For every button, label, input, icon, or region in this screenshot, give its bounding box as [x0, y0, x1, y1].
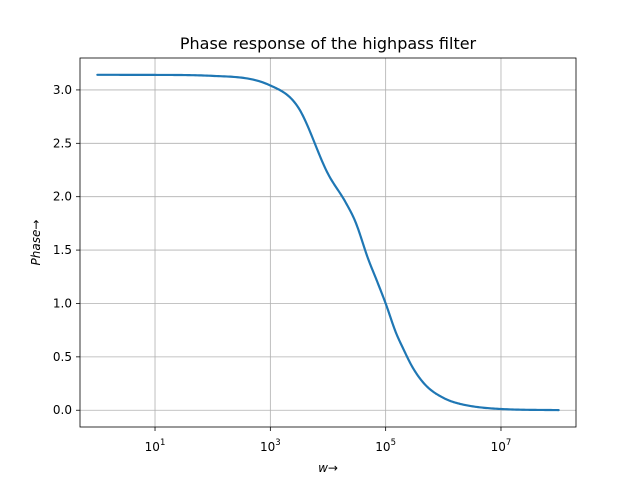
- chart-title: Phase response of the highpass filter: [180, 34, 477, 53]
- x-axis-label: w→: [318, 461, 338, 475]
- x-tick-exponent: 5: [391, 438, 396, 448]
- x-tick-label: 105: [375, 438, 396, 454]
- y-tick-label: 2.5: [53, 136, 72, 150]
- x-tick-exponent: 3: [275, 438, 280, 448]
- series-layer: [96, 73, 560, 412]
- y-tick-label: 0.5: [53, 350, 72, 364]
- y-tick-label: 1.5: [53, 243, 72, 257]
- y-tick-label: 2.0: [53, 190, 72, 204]
- y-tick-labels: 0.0 0.5 1.0 1.5 2.0 2.5 3.0: [53, 83, 72, 417]
- x-tick-label: 103: [260, 438, 281, 454]
- x-tick-base: 10: [260, 440, 275, 454]
- y-axis-label: Phase→: [29, 220, 43, 266]
- y-tick-label: 0.0: [53, 403, 72, 417]
- y-tick-label: 3.0: [53, 83, 72, 97]
- grid-lines: [80, 58, 576, 427]
- x-tick-labels: 101 103 105 107: [145, 438, 512, 454]
- y-tick-label: 1.0: [53, 296, 72, 310]
- x-tick-base: 10: [145, 440, 160, 454]
- x-tick-exponent: 1: [160, 438, 165, 448]
- x-tick-base: 10: [375, 440, 390, 454]
- x-tick-label: 101: [145, 438, 166, 454]
- phase-series-line: [96, 73, 560, 412]
- x-tick-label: 107: [491, 438, 512, 454]
- x-tick-exponent: 7: [506, 438, 511, 448]
- tick-marks: [76, 89, 502, 431]
- plot-frame: [79, 57, 577, 428]
- x-tick-base: 10: [491, 440, 506, 454]
